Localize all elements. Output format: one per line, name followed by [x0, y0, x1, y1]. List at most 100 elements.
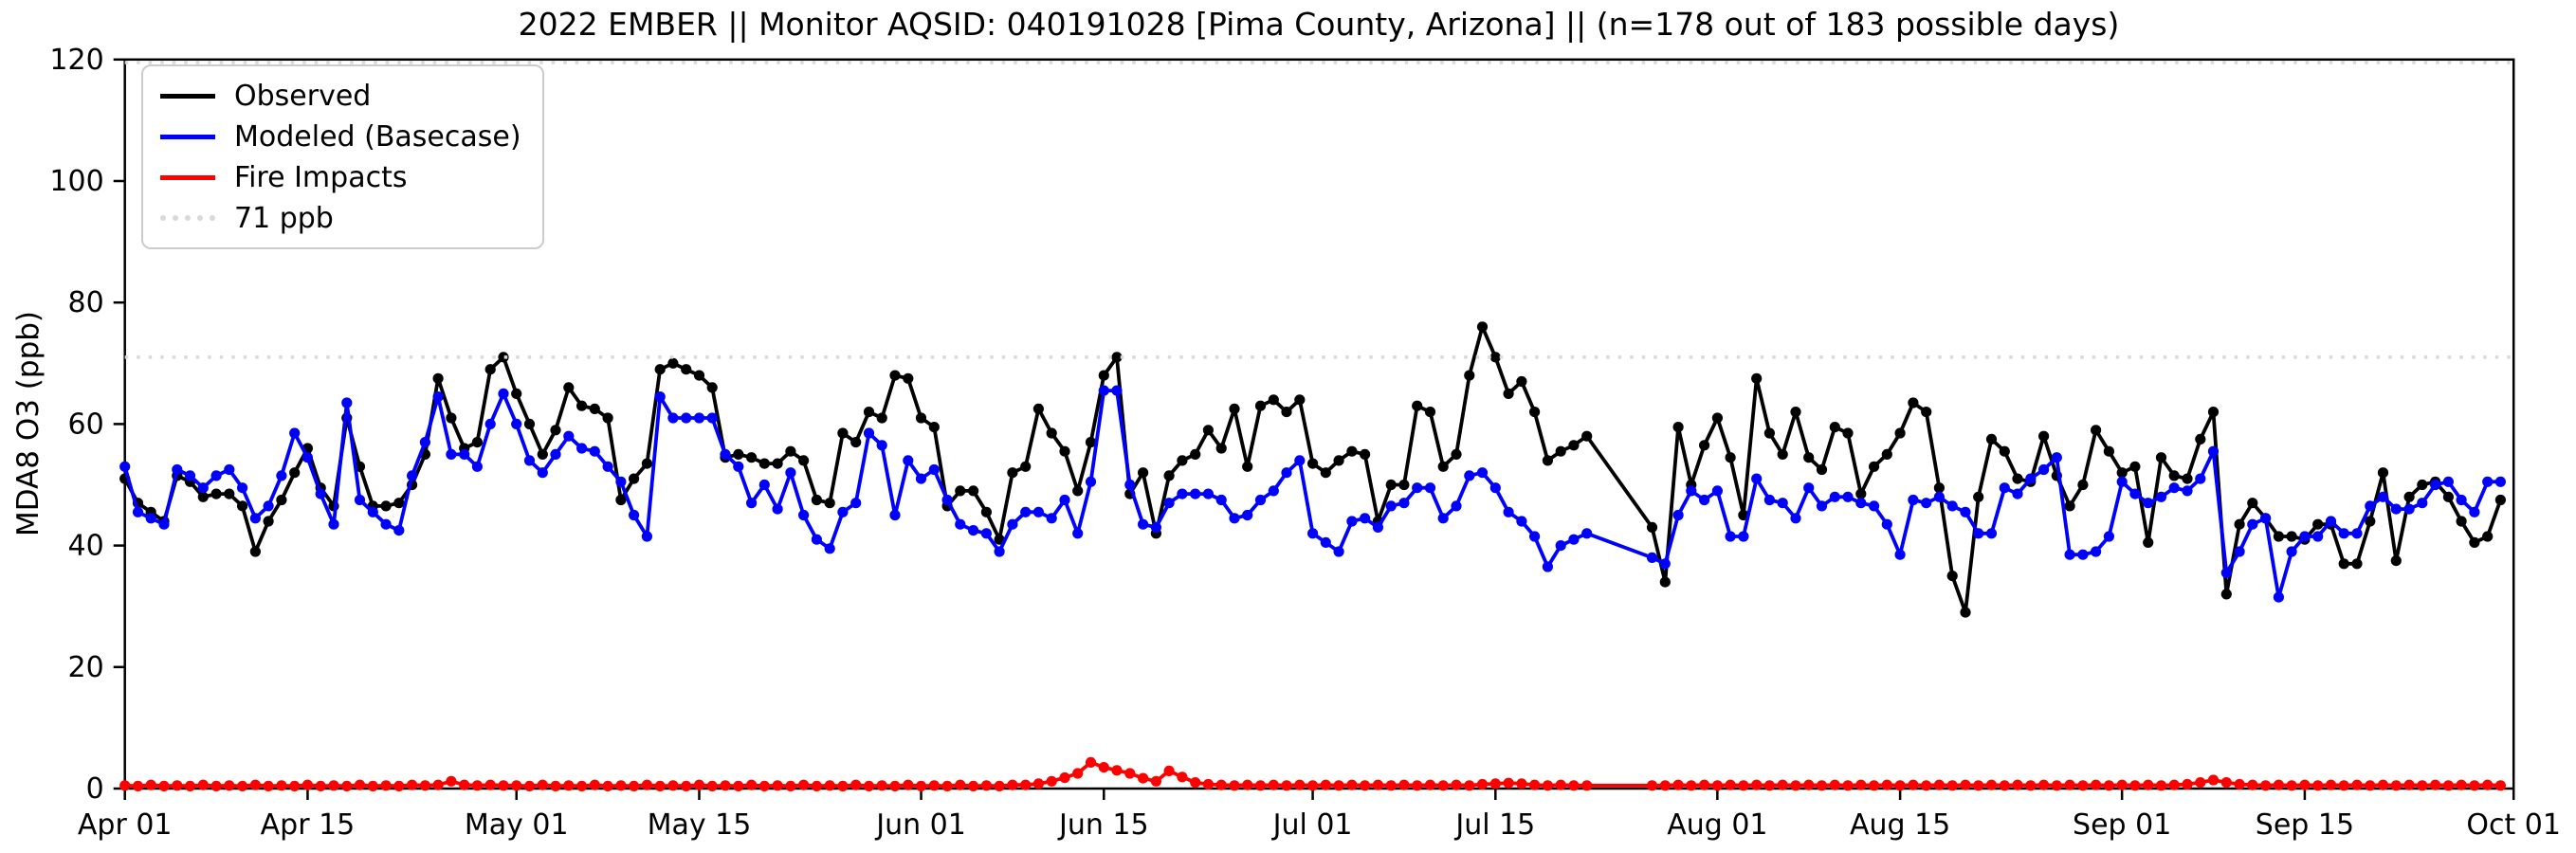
fire-impacts-marker [850, 779, 862, 790]
observed-marker [289, 467, 301, 479]
observed-marker [263, 516, 274, 527]
fire-impacts-marker [1360, 780, 1371, 791]
fire-impacts-marker [1738, 780, 1749, 791]
observed-marker [1489, 352, 1501, 363]
fire-impacts-marker [1398, 779, 1410, 790]
observed-marker [1307, 458, 1319, 469]
fire-impacts-marker [1177, 771, 1188, 783]
modeled-basecase-marker [1842, 491, 1854, 502]
modeled-basecase-marker [968, 525, 979, 536]
modeled-basecase-marker [1646, 552, 1658, 564]
observed-marker [1451, 448, 1462, 460]
fire-impacts-marker [576, 780, 588, 792]
fire-impacts-marker [1059, 771, 1070, 784]
legend-label: 71 ppb [234, 201, 334, 235]
observed-marker [2220, 589, 2232, 600]
modeled-basecase-marker [511, 418, 522, 429]
modeled-basecase-marker [1751, 473, 1763, 484]
observed-marker [1072, 485, 1084, 497]
fire-impacts-marker [1098, 762, 1109, 773]
observed-marker [589, 403, 600, 414]
fire-impacts-marker [915, 780, 927, 792]
modeled-basecase-marker [1281, 467, 1292, 479]
modeled-basecase-marker [1046, 513, 1057, 524]
fire-impacts-marker [1503, 777, 1514, 789]
fire-impacts-marker [2338, 780, 2349, 791]
modeled-basecase-marker [615, 476, 627, 487]
observed-marker [1346, 445, 1358, 457]
fire-impacts-marker [1046, 775, 1057, 787]
observed-marker [693, 370, 705, 381]
fire-impacts-marker [1568, 780, 1580, 791]
observed-marker [1894, 427, 1906, 439]
fire-impacts-marker [1163, 765, 1175, 777]
modeled-basecase-marker [1946, 500, 1958, 512]
fire-impacts-marker [1699, 779, 1710, 790]
fire-impacts-marker [1476, 778, 1489, 790]
observed-marker [955, 485, 966, 497]
observed-marker [393, 498, 405, 509]
modeled-basecase-marker [1738, 531, 1749, 542]
fire-impacts-marker [798, 779, 810, 790]
modeled-basecase-marker [2143, 498, 2154, 509]
observed-marker [863, 407, 875, 418]
fire-impacts-marker [210, 780, 222, 792]
modeled-basecase-marker [1398, 498, 1410, 509]
modeled-basecase-marker [1581, 528, 1593, 539]
modeled-basecase-marker [2494, 476, 2506, 487]
legend-item-71-ppb: 71 ppb [160, 201, 521, 235]
modeled-basecase-marker [1894, 549, 1906, 560]
modeled-basecase-marker [2430, 479, 2441, 491]
fire-impacts-marker [2247, 779, 2258, 790]
observed-marker [681, 364, 692, 375]
legend-label: Fire Impacts [234, 160, 408, 194]
modeled-basecase-marker [563, 430, 575, 442]
observed-marker [2390, 555, 2402, 567]
modeled-basecase-marker [2012, 488, 2023, 499]
fire-impacts-marker [380, 780, 392, 791]
observed-marker [2442, 491, 2454, 502]
x-tick-label: May 01 [465, 808, 569, 842]
modeled-basecase-marker [1032, 506, 1044, 517]
fire-impacts-marker [2417, 780, 2428, 791]
modeled-basecase-marker [1229, 513, 1240, 524]
observed-marker [1672, 422, 1684, 433]
fire-impacts-marker [1881, 779, 1892, 790]
fire-impacts-marker [2403, 779, 2415, 790]
observed-marker [576, 400, 588, 411]
observed-marker [1568, 440, 1580, 451]
observed-marker [2482, 531, 2494, 542]
fire-impacts-marker [1816, 780, 1828, 791]
modeled-basecase-marker [1020, 506, 1032, 517]
modeled-basecase-marker [1150, 521, 1161, 534]
fire-impacts-marker [2469, 780, 2480, 791]
fire-impacts-marker [2220, 777, 2232, 789]
modeled-basecase-marker [1268, 485, 1279, 497]
modeled-basecase-marker [1372, 521, 1383, 534]
fire-impacts-marker [928, 780, 940, 791]
fire-impacts-marker [863, 780, 875, 792]
fire-impacts-marker [1672, 779, 1684, 790]
modeled-basecase-marker [2390, 503, 2402, 515]
fire-impacts-marker [589, 779, 600, 790]
y-tick-label: 80 [68, 286, 104, 319]
observed-marker [1516, 375, 1527, 388]
modeled-basecase-marker [407, 470, 418, 481]
fire-impacts-marker [903, 779, 914, 790]
modeled-basecase-marker [980, 528, 992, 539]
fire-impacts-marker [2312, 780, 2324, 791]
modeled-basecase-marker [576, 443, 588, 454]
fire-impacts-marker [2494, 780, 2506, 791]
fire-impacts-marker [994, 780, 1005, 792]
modeled-basecase-marker [2051, 452, 2062, 463]
observed-marker [2286, 531, 2297, 542]
observed-marker [654, 364, 666, 375]
fire-impacts-marker [1933, 779, 1945, 790]
modeled-basecase-marker [224, 463, 235, 476]
modeled-basecase-marker [2377, 491, 2389, 502]
fire-impacts-marker [446, 775, 457, 787]
observed-marker [2312, 518, 2324, 530]
fire-impacts-marker [654, 780, 666, 792]
modeled-basecase-marker [1385, 500, 1397, 512]
